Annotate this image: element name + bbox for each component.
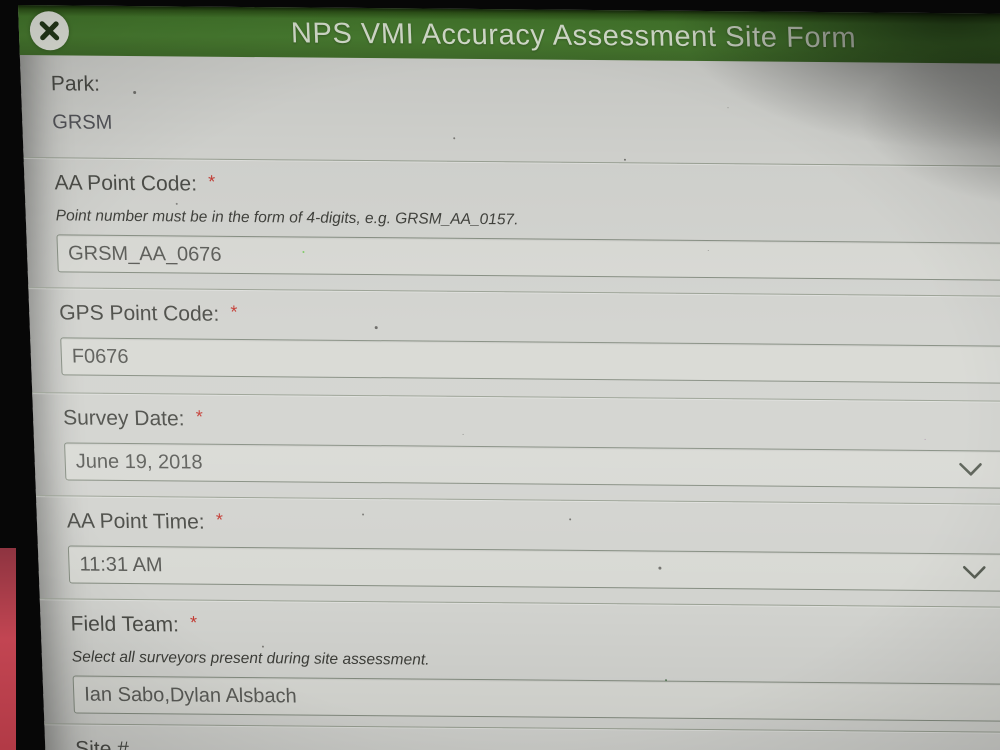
tablet-screen: NPS VMI Accuracy Assessment Site Form Pa…: [18, 5, 1000, 750]
close-button[interactable]: [29, 11, 70, 51]
survey-date-value: June 19, 2018: [75, 450, 203, 474]
field-field-team: Field Team: * Select all surveyors prese…: [39, 599, 1000, 734]
required-asterisk: *: [189, 612, 198, 633]
field-survey-date: Survey Date: * June 19, 2018: [32, 393, 1000, 506]
field-team-label: Field Team:: [70, 612, 180, 637]
aa-point-code-input[interactable]: [56, 234, 1000, 282]
field-aa-point-code: AA Point Code: * Point number must be in…: [23, 158, 1000, 298]
aa-point-time-value: 11:31 AM: [79, 553, 163, 576]
required-asterisk: *: [207, 171, 216, 192]
field-team-hint: Select all surveyors present during site…: [71, 648, 430, 669]
form-title: NPS VMI Accuracy Assessment Site Form: [290, 17, 857, 55]
gps-point-code-label: GPS Point Code:: [58, 301, 220, 326]
form-body: Park: GRSM AA Point Code: * Point number…: [19, 55, 1000, 750]
site-number-label: Site #: [74, 737, 130, 750]
park-label: Park:: [50, 72, 101, 96]
field-park: Park: GRSM: [19, 55, 1000, 168]
aa-point-code-hint: Point number must be in the form of 4-di…: [55, 207, 519, 229]
field-aa-point-time: AA Point Time: * 11:31 AM: [36, 496, 1000, 609]
chevron-down-icon: [959, 462, 982, 476]
park-value: GRSM: [51, 111, 113, 134]
chevron-down-icon: [962, 565, 986, 579]
aa-point-time-label: AA Point Time:: [66, 509, 206, 534]
field-gps-point-code: GPS Point Code: *: [28, 288, 1000, 403]
required-asterisk: *: [230, 301, 238, 322]
table-edge-red: [0, 548, 16, 750]
close-icon: [39, 21, 60, 41]
survey-date-label: Survey Date:: [62, 406, 185, 431]
aa-point-time-select[interactable]: 11:31 AM: [67, 545, 1000, 593]
aa-point-code-label: AA Point Code:: [54, 171, 198, 196]
field-team-input[interactable]: [72, 675, 1000, 723]
required-asterisk: *: [195, 406, 204, 427]
gps-point-code-input[interactable]: [60, 337, 1000, 385]
survey-date-select[interactable]: June 19, 2018: [64, 442, 1000, 490]
required-asterisk: *: [215, 509, 224, 530]
